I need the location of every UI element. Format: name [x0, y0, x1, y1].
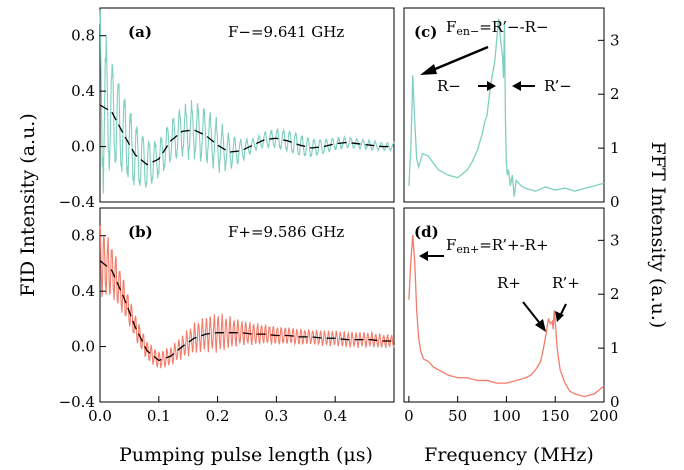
panel-d-ytick-label: 1 — [610, 339, 620, 357]
panel-c-r-minus-arrowhead — [487, 81, 496, 91]
panel-c-fft-trace — [408, 18, 605, 197]
panel-c-label: (c) — [414, 23, 437, 41]
panel-c-r-prime-minus: R’− — [544, 77, 572, 95]
panel-d-xtick-label: 50 — [448, 407, 467, 425]
panel-c-fen-arrow-line — [427, 45, 489, 74]
panel-d-xtick-label: 200 — [590, 407, 619, 425]
panel-d-xtick-label: 0 — [404, 407, 414, 425]
panel-d-fen-arrowhead — [419, 251, 428, 261]
panel-c-fen-arrowhead — [420, 64, 437, 75]
panel-b-fit-curve — [99, 260, 394, 362]
panel-a-fit-curve — [99, 104, 394, 166]
panel-b-plot — [99, 225, 395, 369]
panel-d-r-prime-arrowhead — [555, 311, 564, 322]
panel-a-ytick-label: −0.4 — [59, 193, 95, 211]
panel-b-xtick-label: 0.0 — [88, 407, 112, 425]
panel-a-ytick-label: 0.8 — [71, 27, 95, 45]
panel-d-r-plus-arrow-line — [522, 301, 543, 327]
panel-a-frequency: F−=9.641 GHz — [228, 23, 344, 41]
panel-a-ytick-label: 0.0 — [71, 138, 95, 156]
panel-c-fen-sub: en− — [456, 25, 479, 38]
panel-d-fen-eq: =R’+-R+ — [479, 236, 548, 254]
panel-d-xtick-label: 100 — [492, 407, 521, 425]
panel-c-ytick-label: 2 — [610, 85, 620, 103]
x-axis-label-right: Frequency (MHz) — [424, 444, 594, 466]
panel-d-r-plus-arrowhead — [535, 319, 546, 332]
panel-c-r-minus: R− — [437, 77, 461, 95]
panel-d-fen-main: F — [446, 236, 456, 254]
panel-d-plot — [408, 234, 605, 398]
panel-d-ytick-label: 0 — [610, 393, 620, 411]
panel-c-fen-main: F — [446, 18, 456, 36]
panel-b-ytick-label: 0.4 — [71, 282, 95, 300]
panel-d-ytick-label: 3 — [610, 231, 620, 249]
panel-a-plot — [99, 9, 395, 194]
panel-a-ytick-label: 0.4 — [71, 82, 95, 100]
panel-b-fid-trace — [99, 225, 395, 369]
panel-c-frame — [403, 7, 605, 203]
panel-d-fen-sub: en+ — [456, 243, 479, 256]
panel-d-fen-label: Fen+=R’+-R+ — [446, 236, 549, 256]
panel-b-xtick-label: 0.4 — [323, 407, 347, 425]
y-axis-label-left: FID Intensity (a.u.) — [17, 113, 39, 297]
panel-c-r-prime-arrowhead — [512, 81, 521, 91]
panel-c-plot — [408, 18, 605, 197]
panel-d-xtick-label: 150 — [541, 407, 570, 425]
panel-a-fid-trace — [99, 9, 395, 194]
panel-c-ytick-label: 0 — [610, 193, 620, 211]
panel-b-frequency: F+=9.586 GHz — [228, 223, 344, 241]
panel-b-ytick-label: 0.0 — [71, 338, 95, 356]
panel-b-xtick-label: 0.2 — [206, 407, 230, 425]
panel-d-r-prime-plus: R’+ — [552, 274, 580, 292]
panel-c-ytick-label: 1 — [610, 139, 620, 157]
axis-ticks: −0.40.00.40.8−0.40.00.40.80.0 0.1 0.2 0.3 0.… — [59, 27, 620, 425]
panel-a-label: (a) — [128, 23, 152, 41]
y-axis-label-right: FFT Intensity (a.u.) — [647, 142, 669, 329]
panel-b-xtick-label: 0.3 — [264, 407, 288, 425]
panel-b-ytick-label: 0.8 — [71, 227, 95, 245]
panel-c-ytick-label: 3 — [610, 31, 620, 49]
x-axis-label-left: Pumping pulse length (μs) — [119, 444, 373, 466]
panel-b-ytick-label: −0.4 — [59, 393, 95, 411]
panel-d-ytick-label: 2 — [610, 285, 620, 303]
panel-b-xtick-label: 0.1 — [147, 407, 171, 425]
panel-d-r-plus: R+ — [497, 274, 521, 292]
panel-b-frame — [99, 207, 395, 403]
panel-c-fen-label: Fen−=R’−-R− — [446, 18, 549, 38]
panel-d-fft-trace — [408, 234, 605, 398]
panel-c-fen-eq: =R’−-R− — [479, 18, 548, 36]
panel-b-label: (b) — [128, 223, 153, 241]
panel-d-frame — [403, 207, 605, 403]
panel-d-label: (d) — [414, 223, 439, 241]
